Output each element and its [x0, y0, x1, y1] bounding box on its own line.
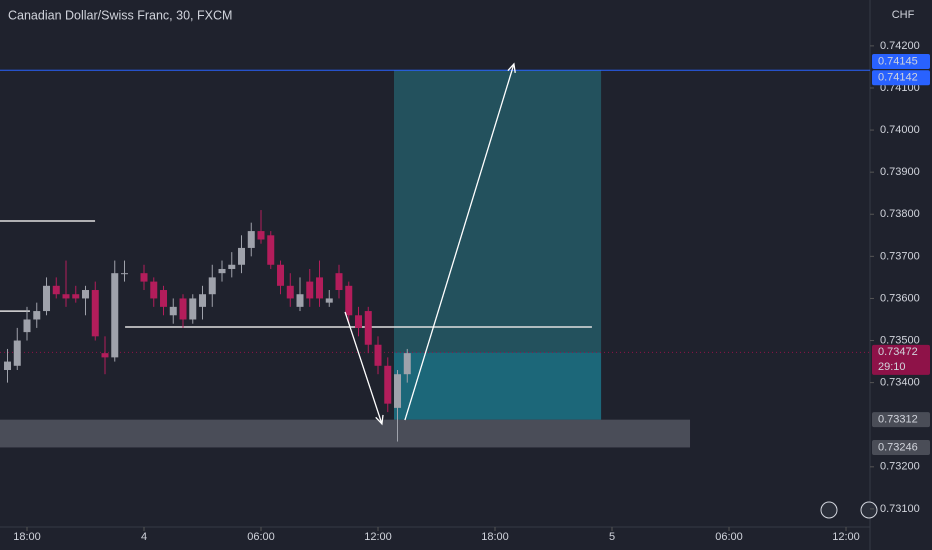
- candle-body: [4, 361, 12, 370]
- candle-body: [335, 273, 343, 291]
- arrow-line: [404, 63, 515, 421]
- price-label: 0.74145: [878, 55, 918, 67]
- y-tick-label: 0.73200: [880, 461, 920, 473]
- y-tick-label: 0.73800: [880, 208, 920, 220]
- price-label-box: [872, 439, 930, 455]
- candle-body: [355, 315, 363, 328]
- candle-body: [121, 273, 129, 275]
- candle-body: [296, 294, 304, 307]
- y-tick-label: 0.73100: [880, 503, 920, 515]
- candle-body: [23, 319, 31, 333]
- price-label-box: [872, 344, 930, 375]
- y-tick-label: 0.74000: [880, 124, 920, 136]
- x-tick-label: 06:00: [247, 531, 275, 543]
- candle-body: [160, 290, 168, 307]
- zone: [0, 419, 691, 448]
- plot-area: [0, 62, 870, 448]
- candle-body: [247, 231, 255, 248]
- y-tick-label: 0.73500: [880, 334, 920, 346]
- chart-title: Canadian Dollar/Swiss Franc, 30, FXCM: [8, 8, 232, 22]
- price-label: 0.73472: [878, 346, 918, 358]
- y-tick-label: 0.74200: [880, 40, 920, 52]
- x-tick-label: 18:00: [481, 531, 509, 543]
- candle-body: [169, 306, 177, 316]
- price-label-box: [872, 70, 930, 86]
- arrow-head: [375, 414, 384, 426]
- candle-body: [82, 290, 90, 299]
- candle-body: [179, 298, 187, 320]
- y-tick-label: 0.73900: [880, 166, 920, 178]
- flag-icon[interactable]: [860, 501, 878, 519]
- x-tick-label: 5: [609, 531, 615, 543]
- candle-body: [364, 311, 372, 345]
- candle-body: [345, 285, 353, 316]
- candle-body: [403, 353, 411, 375]
- arrow-line: [344, 311, 383, 425]
- candle-body: [316, 277, 324, 299]
- unit-label: CHF: [892, 9, 915, 21]
- candle-body: [325, 298, 333, 303]
- candle-body: [101, 353, 109, 358]
- candle-body: [72, 294, 80, 299]
- candle-body: [394, 374, 402, 408]
- candle-body: [277, 264, 285, 286]
- candle-body: [43, 285, 51, 312]
- candle-body: [208, 277, 216, 295]
- candle-body: [228, 264, 236, 269]
- candle-body: [286, 285, 294, 299]
- price-label: 0.74142: [878, 72, 918, 84]
- y-tick-label: 0.73400: [880, 377, 920, 389]
- y-tick-label: 0.73700: [880, 250, 920, 262]
- countdown: 29:10: [878, 361, 906, 373]
- price-label-box: [872, 412, 930, 428]
- candle-body: [91, 290, 99, 337]
- x-tick-label: 12:00: [832, 531, 860, 543]
- candle-body: [140, 273, 148, 282]
- candle-body: [374, 344, 382, 366]
- arrow-head: [507, 62, 516, 73]
- position-target-area: [394, 70, 602, 353]
- candle-body: [384, 365, 392, 404]
- x-tick-label: 18:00: [13, 531, 41, 543]
- candle-body: [257, 231, 265, 240]
- price-label: 0.73246: [878, 441, 918, 453]
- candle-body: [150, 281, 158, 299]
- x-tick-label: 4: [141, 531, 147, 543]
- x-tick-label: 06:00: [715, 531, 743, 543]
- candle-body: [111, 273, 119, 358]
- candle-body: [218, 268, 226, 274]
- candle-body: [238, 247, 246, 265]
- candle-body: [199, 294, 207, 307]
- position-stop-area: [394, 352, 602, 420]
- flag-icon[interactable]: [820, 501, 838, 519]
- y-tick-label: 0.73600: [880, 292, 920, 304]
- candle-body: [13, 340, 21, 366]
- candle-body: [62, 294, 70, 299]
- candle-body: [189, 298, 197, 320]
- candle-body: [52, 285, 60, 295]
- candle-body: [267, 235, 275, 265]
- price-label: 0.73312: [878, 414, 918, 426]
- price-label-box: [872, 54, 930, 70]
- candle-body: [306, 281, 314, 299]
- x-tick-label: 12:00: [364, 531, 392, 543]
- candle-body: [33, 311, 41, 320]
